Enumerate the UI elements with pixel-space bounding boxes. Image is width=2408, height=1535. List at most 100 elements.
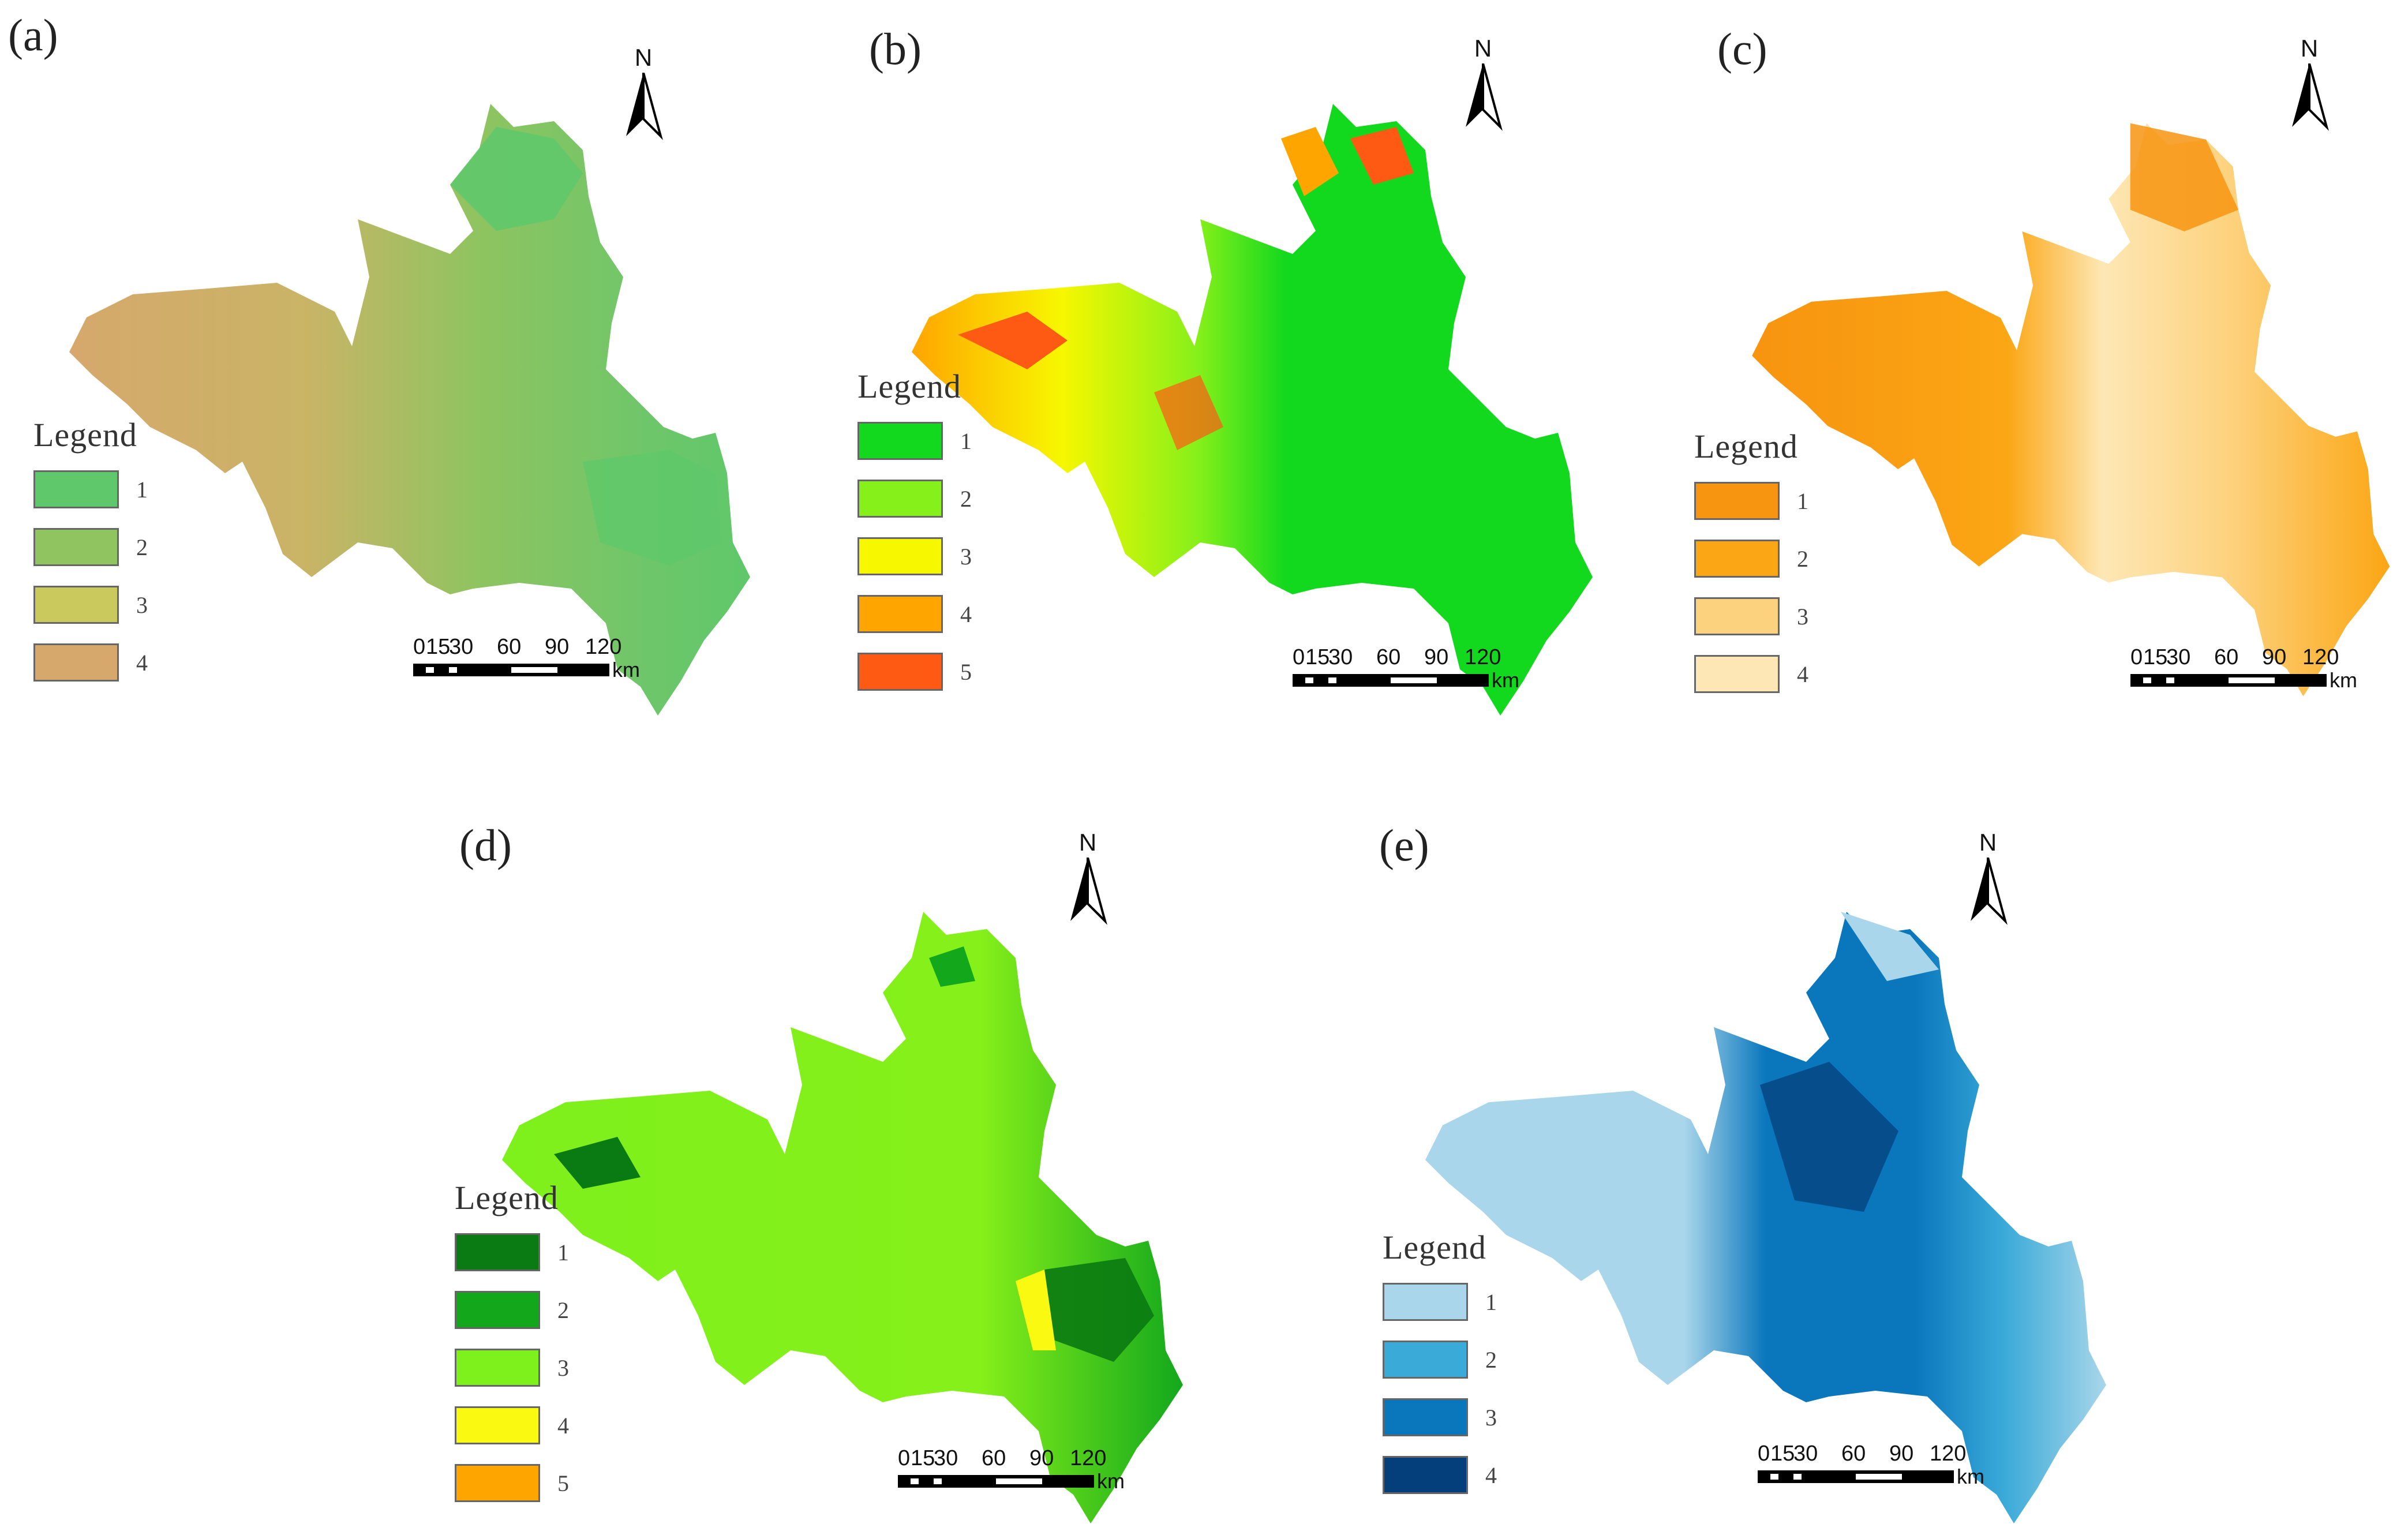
scale-tick: 30 [934,1446,958,1470]
panel-label: (c) [1717,24,1767,74]
panel-label: (b) [869,24,922,74]
scale-tick: 120 [2302,645,2339,669]
region-map [1752,123,2390,697]
scale-tick: 90 [1889,1442,1914,1466]
north-arrow-icon [1466,63,1503,131]
scale-tick: 15 [1770,1442,1795,1466]
region-map [69,104,750,716]
legend-swatch [455,1291,540,1329]
legend-item: 4 [1694,654,1808,694]
legend: Legend 1 2 3 4 [1383,1228,1497,1512]
scale-tick: 30 [2166,645,2191,669]
legend-swatch [455,1464,540,1502]
legend-swatch [455,1233,540,1271]
panel-label: (e) [1379,820,1429,870]
panel-label: (a) [8,10,58,60]
scale-tick: 0 [1293,645,1305,669]
legend: Legend 1 2 3 4 [33,415,148,700]
scale-bar: 0 15 30 60 90 120 km [1293,645,1535,697]
legend-item: 1 [455,1232,569,1272]
legend-swatch [857,480,943,518]
scale-tick: 15 [1305,645,1330,669]
legend-swatch [1694,597,1780,635]
legend-swatch [1383,1456,1468,1494]
legend-swatch [857,595,943,633]
legend-title: Legend [857,368,961,405]
legend-swatch [1694,540,1780,578]
legend-swatch [1383,1341,1468,1379]
scale-tick: 60 [1841,1442,1866,1466]
legend-item: 3 [1383,1397,1497,1437]
legend-item: 1 [1694,481,1808,521]
legend-title: Legend [455,1179,559,1216]
legend-item: 3 [33,585,148,625]
legend-title: Legend [1694,428,1798,465]
panel-d: (d) N Legend 1 2 3 4 5 0 15 30 60 9 [427,796,1189,1535]
region-map [502,912,1183,1523]
panel-b: (b) N Legend 1 2 3 4 5 0 15 3 [831,0,1633,750]
legend-swatch [33,586,119,624]
legend-item: 4 [1383,1455,1497,1495]
legend-item: 3 [857,536,972,576]
legend-swatch [1383,1398,1468,1436]
scale-tick: 15 [2143,645,2168,669]
scale-tick: 30 [449,635,474,659]
scale-tick: 15 [426,635,451,659]
north-arrow: N [1962,829,2014,933]
scale-unit: km [2330,668,2357,692]
legend-item: 2 [33,527,148,567]
legend-item: 5 [455,1463,569,1503]
scale-unit: km [1097,1469,1125,1493]
legend-item: 4 [455,1405,569,1446]
legend-item: 2 [1383,1339,1497,1380]
legend: Legend 1 2 3 4 5 [857,367,972,709]
panel-e: (e) N Legend 1 2 3 4 0 15 30 [1345,796,2106,1535]
north-arrow: N [617,44,669,148]
scale-tick: 30 [1793,1442,1818,1466]
north-arrow: N [2283,35,2335,138]
scale-unit: km [1957,1465,1984,1488]
legend-item: 4 [857,594,972,634]
scale-tick: 0 [413,635,426,659]
legend-item: 3 [455,1347,569,1388]
north-arrow-icon [1070,858,1107,925]
legend-swatch [1694,482,1780,520]
north-arrow: N [1457,35,1509,138]
scale-tick: 90 [1424,645,1449,669]
scale-tick: 90 [2262,645,2287,669]
legend-title: Legend [1383,1229,1486,1266]
legend-swatch [857,653,943,691]
scale-tick: 60 [982,1446,1006,1470]
scale-tick: 120 [1070,1446,1107,1470]
legend-swatch [33,643,119,682]
scale-bar: 0 15 30 60 90 120 km [1758,1442,2000,1493]
scale-tick: 120 [1930,1442,1967,1466]
scale-tick: 0 [2130,645,2143,669]
scale-tick: 30 [1328,645,1353,669]
legend-swatch [857,422,943,460]
legend-item: 1 [857,421,972,461]
scale-tick: 0 [898,1446,911,1470]
legend-swatch [33,470,119,508]
panel-c: (c) N Legend 1 2 3 4 0 15 30 60 90 [1673,0,2408,750]
scale-bar: 0 15 30 60 90 120 km [898,1446,1140,1498]
legend-item: 1 [1383,1282,1497,1322]
scale-tick: 120 [585,635,622,659]
scale-tick: 60 [2214,645,2239,669]
legend-swatch [857,537,943,575]
scale-unit: km [1492,668,1519,692]
legend-item: 1 [33,469,148,510]
legend-item: 5 [857,652,972,692]
scale-tick: 0 [1758,1442,1770,1466]
scale-unit: km [612,658,640,682]
scale-bar: 0 15 30 60 90 120 km [2130,645,2373,697]
scale-tick: 60 [1376,645,1401,669]
legend-swatch [1694,655,1780,693]
legend-item: 2 [455,1290,569,1330]
legend: Legend 1 2 3 4 [1694,427,1808,712]
north-arrow-icon [2292,63,2329,131]
scale-tick: 15 [911,1446,935,1470]
legend-title: Legend [33,416,137,454]
north-arrow-icon [626,73,663,140]
region-map [912,104,1593,716]
